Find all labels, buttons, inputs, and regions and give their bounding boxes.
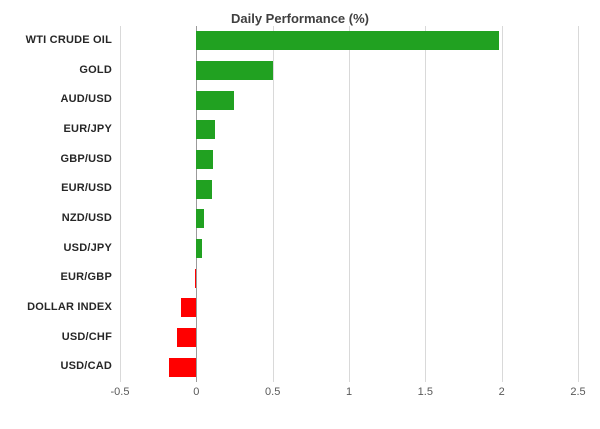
category-label: WTI CRUDE OIL — [25, 34, 112, 46]
plot-area — [120, 26, 579, 382]
bar-usd-jpy — [196, 239, 203, 258]
bar-dollar-index — [181, 298, 197, 318]
gridline — [349, 26, 350, 382]
category-label: USD/CHF — [61, 330, 112, 343]
gridline — [272, 26, 274, 382]
category-label: EUR/GBP — [60, 271, 112, 284]
x-tick-label: 0 — [193, 386, 200, 398]
category-label: USD/JPY — [63, 241, 112, 254]
bar-usd-cad — [168, 357, 197, 377]
bar-gold — [196, 61, 273, 80]
bar-nzd-usd — [196, 209, 204, 229]
x-tick-label: 2.5 — [570, 386, 586, 398]
bar-eur-gbp — [194, 268, 197, 288]
category-label: USD/CAD — [60, 360, 112, 373]
category-label: NZD/USD — [61, 212, 112, 224]
x-tick-label: -0.5 — [110, 386, 130, 398]
chart-title: Daily Performance (%) — [231, 11, 369, 26]
category-label: GBP/USD — [60, 152, 112, 165]
category-label: DOLLAR INDEX — [27, 301, 112, 313]
bar-gbp-usd — [196, 150, 214, 169]
category-label: EUR/USD — [61, 182, 112, 195]
bar-aud-usd — [196, 90, 235, 110]
gridline — [578, 26, 579, 382]
x-axis: -0.5 0 0.5 1 1.5 2 2.5 — [111, 386, 586, 406]
bar-eur-jpy — [196, 120, 215, 140]
gridline — [425, 26, 427, 382]
bar-eur-usd — [196, 179, 212, 199]
category-axis: WTI CRUDE OIL GOLD AUD/USD EUR/JPY GBP/USD EU… — [0, 26, 112, 382]
bar-wti-crude-oil — [196, 31, 499, 51]
category-label: EUR/JPY — [63, 123, 112, 135]
chart-body: WTI CRUDE OIL GOLD AUD/USD EUR/JPY GBP/USD EU… — [0, 26, 600, 382]
x-tick-label: 2 — [498, 386, 505, 398]
category-label: AUD/USD — [60, 93, 112, 106]
gridline — [120, 26, 121, 382]
category-label: GOLD — [79, 63, 112, 76]
x-tick-label: 0.5 — [265, 386, 281, 398]
x-tick-label: 1 — [345, 386, 353, 398]
bar-usd-chf — [176, 328, 197, 347]
gridline — [501, 26, 503, 382]
zero-axis-line — [196, 26, 198, 382]
x-tick-label: 1.5 — [417, 386, 433, 398]
